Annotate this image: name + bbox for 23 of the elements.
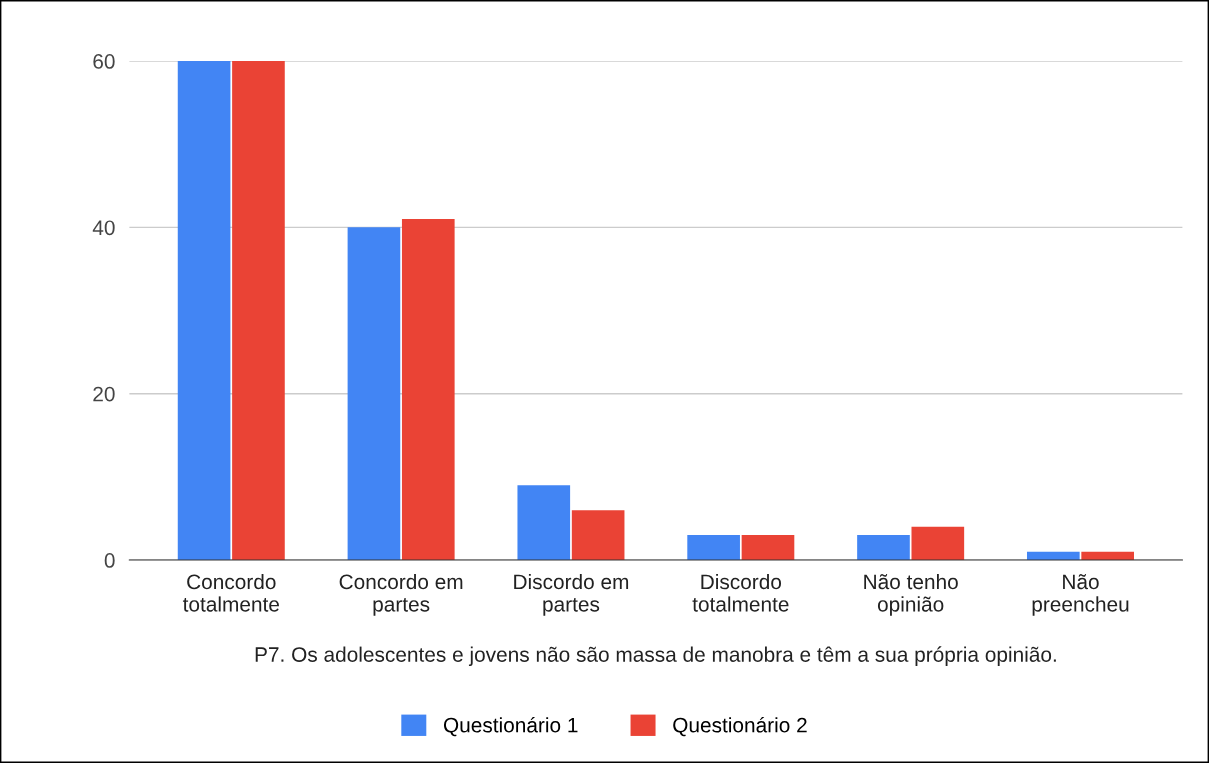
x-tick-label: Concordo em partes	[339, 573, 463, 616]
bar	[911, 526, 965, 561]
legend-label: Questionário 2	[673, 716, 807, 737]
bar	[857, 535, 910, 561]
bar	[401, 219, 455, 561]
x-tick-label: Não tenho opinião	[864, 573, 958, 616]
bar	[347, 227, 401, 561]
legend-label: Questionário 1	[443, 716, 578, 737]
x-tick-label: Discordo totalmente	[692, 573, 789, 612]
bar	[517, 485, 571, 561]
bar	[687, 535, 740, 561]
bar	[177, 61, 231, 561]
y-tick-label: 0	[104, 553, 115, 568]
bar	[232, 61, 285, 561]
x-tick-label: Concordo totalmente	[182, 573, 279, 612]
y-tick-label: 20	[93, 386, 115, 402]
bar	[741, 535, 795, 561]
x-tick-label: Não preencheu	[1032, 574, 1129, 616]
y-tick-label: 40	[92, 220, 115, 236]
x-tick-label: Discordo em partes	[514, 573, 629, 616]
y-tick-label: 60	[93, 54, 115, 69]
bar	[571, 510, 625, 561]
x-axis-title: P7. Os adolescentes e jovens não são massa de manobra e têm a sua própria opinião.	[255, 646, 1056, 667]
